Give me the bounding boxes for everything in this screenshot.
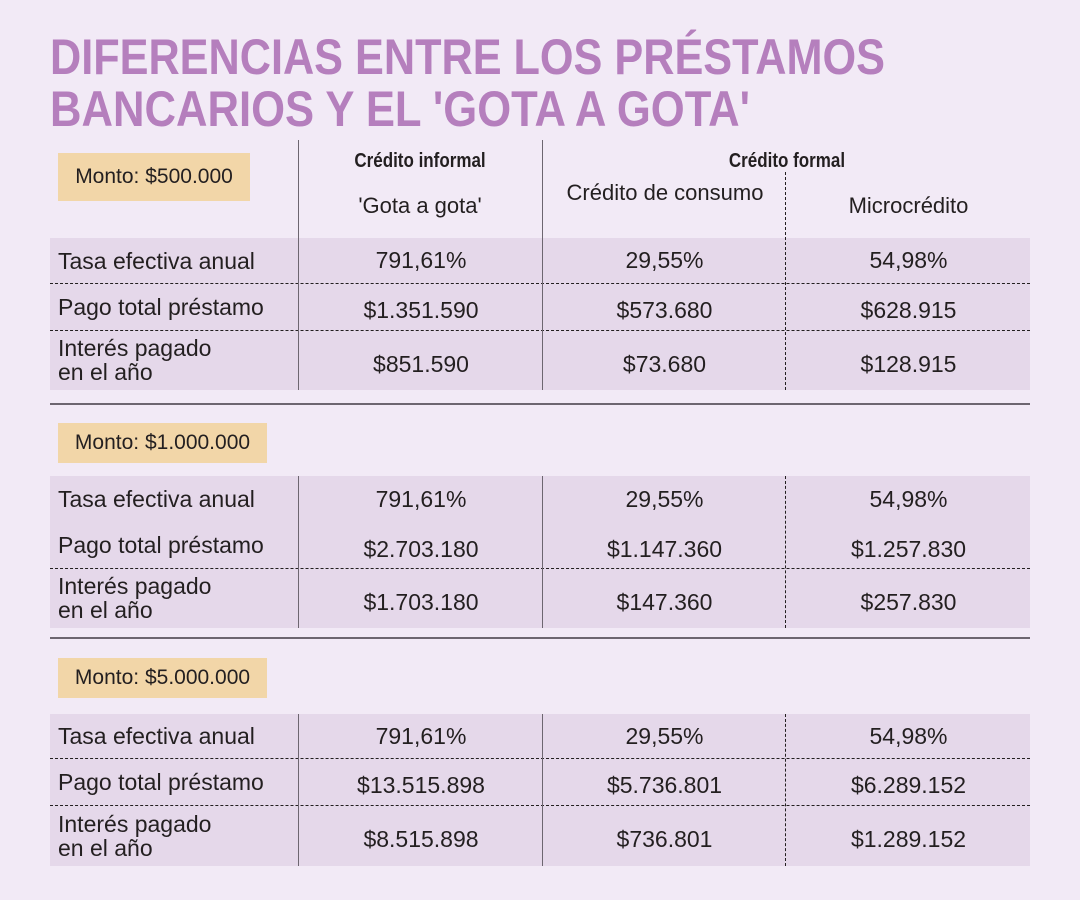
table-cell: $147.360 [616, 588, 713, 615]
section-band [50, 238, 1030, 390]
table-cell: 54,98% [869, 247, 948, 273]
row-divider [50, 330, 1030, 331]
row-label: Interés pagado en el año [58, 810, 212, 861]
monto-label: Monto: $1.000.000 [58, 423, 267, 463]
title-line-2: BANCARIOS Y EL 'GOTA A GOTA' [50, 81, 750, 135]
table-cell: $2.703.180 [363, 535, 479, 562]
section-separator [50, 403, 1030, 405]
table-cell: $736.801 [616, 826, 713, 852]
row-label: Tasa efectiva anual [58, 723, 255, 749]
table-cell: $1.257.830 [850, 535, 967, 562]
column-divider [298, 714, 299, 866]
table-cell: $1.351.590 [363, 297, 479, 323]
section-band [50, 476, 1030, 628]
column-divider [298, 476, 299, 628]
monto-label: Monto: $500.000 [58, 153, 250, 201]
row-divider [50, 283, 1030, 284]
table-cell: 791,61% [375, 247, 467, 273]
column-divider [298, 140, 299, 390]
monto-label: Monto: $5.000.000 [58, 658, 267, 698]
row-label: Tasa efectiva anual [58, 486, 255, 512]
column-divider [542, 714, 543, 866]
table-cell: $8.515.898 [363, 826, 479, 852]
row-label: Pago total préstamo [58, 532, 264, 558]
column-divider-dashed [785, 476, 786, 628]
table-cell: 29,55% [625, 485, 704, 512]
row-label: Interés pagado en el año [58, 335, 212, 385]
row-label: Tasa efectiva anual [58, 247, 255, 274]
row-label: Pago total préstamo [58, 768, 264, 795]
table-cell: $5.736.801 [606, 772, 723, 798]
table-cell: $573.680 [616, 297, 713, 323]
column-divider [542, 476, 543, 628]
table-cell: $13.515.898 [357, 772, 485, 798]
table-cell: 29,55% [625, 722, 704, 749]
column-header-microcredito: Microcrédito [848, 193, 969, 218]
row-label: Interés pagado en el año [58, 573, 212, 623]
table-cell: $628.915 [860, 297, 957, 323]
table-cell: 54,98% [869, 722, 948, 749]
table-cell: 54,98% [869, 485, 948, 512]
section-separator [50, 637, 1030, 639]
column-divider-dashed [785, 714, 786, 866]
table-cell: $257.830 [860, 588, 957, 615]
section-band [50, 714, 1030, 866]
table-cell: $1.289.152 [850, 826, 967, 852]
row-label: Pago total préstamo [58, 293, 264, 320]
column-divider [542, 140, 543, 390]
table-cell: 29,55% [625, 247, 704, 273]
column-divider-dashed [785, 172, 786, 390]
table-cell: $73.680 [622, 350, 707, 377]
table-cell: $851.590 [373, 350, 469, 377]
column-header-credito-consumo: Crédito de consumo [566, 180, 764, 205]
table-cell: $128.915 [860, 350, 957, 377]
row-divider [50, 568, 1030, 569]
title-line-1: DIFERENCIAS ENTRE LOS PRÉSTAMOS [50, 29, 885, 85]
group-header-informal: Crédito informal [354, 150, 486, 172]
row-divider [50, 758, 1030, 759]
table-cell: 791,61% [375, 722, 467, 749]
column-header-gota-a-gota: 'Gota a gota' [358, 193, 482, 218]
table-cell: $1.147.360 [606, 535, 723, 562]
title: DIFERENCIAS ENTRE LOS PRÉSTAMOS BANCARIO… [50, 29, 885, 135]
row-divider [50, 805, 1030, 806]
table-cell: 791,61% [375, 485, 467, 512]
group-header-formal: Crédito formal [728, 150, 846, 172]
table-cell: $6.289.152 [850, 772, 967, 798]
table-cell: $1.703.180 [363, 588, 479, 615]
